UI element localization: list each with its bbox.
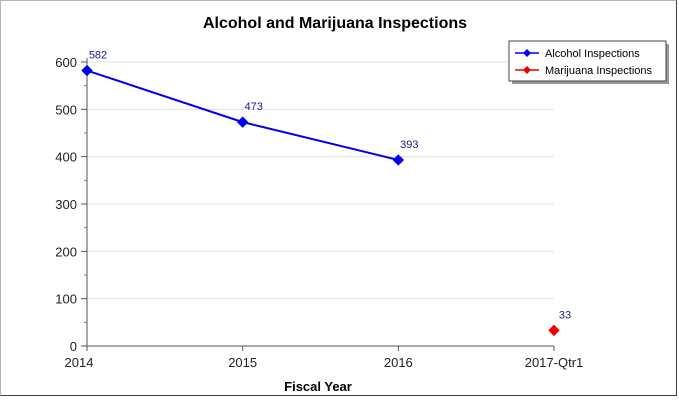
- data-point: [236, 116, 249, 128]
- legend-box: [508, 40, 667, 82]
- data-point: [81, 64, 93, 77]
- x-tick-label: 2016: [384, 355, 413, 370]
- series-layer: 582 473 393 33: [81, 50, 571, 337]
- legend-entry: Alcohol Inspections: [545, 48, 640, 60]
- y-tick-label: 500: [55, 102, 77, 117]
- x-axis-label: Fiscal Year: [284, 379, 352, 394]
- y-tick-label: 300: [55, 197, 77, 212]
- y-tick-label: 100: [55, 292, 77, 307]
- x-axis-ticks: 2014 2015 2016 2017-Qtr1: [65, 346, 584, 370]
- legend: Alcohol Inspections Marijuana Inspections: [508, 40, 669, 84]
- legend-marker: [523, 49, 531, 57]
- y-tick-label: 200: [55, 244, 77, 259]
- y-tick-label: 400: [55, 150, 77, 165]
- x-tick-label: 2015: [228, 355, 257, 370]
- y-tick-label: 600: [55, 55, 77, 70]
- x-tick-label: 2017-Qtr1: [525, 355, 584, 370]
- y-axis-ticks: 0 100 200 300 400 500 600: [55, 55, 87, 354]
- data-label: 473: [244, 101, 262, 113]
- legend-marker: [523, 66, 531, 74]
- y-tick-label: 0: [70, 339, 77, 354]
- chart-title: Alcohol and Marijuana Inspections: [203, 15, 467, 32]
- data-label: 582: [89, 50, 107, 62]
- legend-entry: Marijuana Inspections: [545, 65, 653, 77]
- x-tick-label: 2014: [65, 355, 94, 370]
- axes: [86, 58, 554, 347]
- data-label: 393: [400, 139, 418, 151]
- data-label: 33: [559, 309, 571, 321]
- series-line: [86, 69, 399, 161]
- data-point: [392, 154, 405, 166]
- grid-lines: [87, 61, 554, 300]
- data-point: [548, 324, 560, 337]
